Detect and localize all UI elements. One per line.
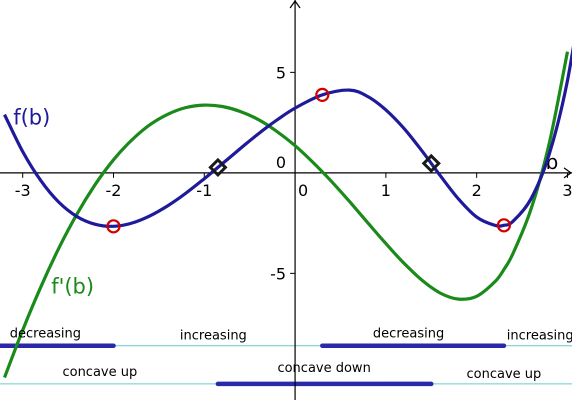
x-tick-label: -3 xyxy=(15,181,31,200)
origin-label: 0 xyxy=(276,153,286,172)
inflection-marker xyxy=(421,153,441,174)
curves xyxy=(3,45,572,379)
interval-annotation: increasing xyxy=(507,329,572,344)
extremum-marker xyxy=(106,219,121,234)
marked-points xyxy=(106,87,512,234)
x-tick-label: 2 xyxy=(472,181,482,200)
interval-annotation: concave up xyxy=(467,367,542,382)
f-curve xyxy=(3,45,572,228)
x-axis-arrow xyxy=(563,167,572,179)
interval-bars xyxy=(0,343,507,387)
interval-annotation: concave down xyxy=(277,361,370,376)
x-tick-label: -2 xyxy=(106,181,122,200)
y-axis-arrow xyxy=(289,0,301,9)
extremum-marker xyxy=(496,218,512,233)
interval-annotation: increasing xyxy=(180,329,247,344)
f-label: f(b) xyxy=(13,106,50,130)
inflection-marker xyxy=(208,157,228,178)
interval-annotation: decreasing xyxy=(373,327,444,342)
annotations: decreasing increasing decreasing increasing… xyxy=(10,106,572,382)
extremum-marker xyxy=(315,87,330,102)
interval-annotation: concave up xyxy=(62,365,137,380)
f-prime-label: f'(b) xyxy=(51,274,94,298)
x-tick-label: 1 xyxy=(381,181,391,200)
y-tick-label: -5 xyxy=(270,264,286,283)
x-tick-label: 3 xyxy=(562,181,572,200)
f-prime-curve xyxy=(3,51,570,379)
y-tick-label: 5 xyxy=(276,63,286,82)
x-tick-label: 0 xyxy=(298,181,308,200)
x-tick-label: -1 xyxy=(196,181,212,200)
interval-annotation: decreasing xyxy=(10,327,81,342)
